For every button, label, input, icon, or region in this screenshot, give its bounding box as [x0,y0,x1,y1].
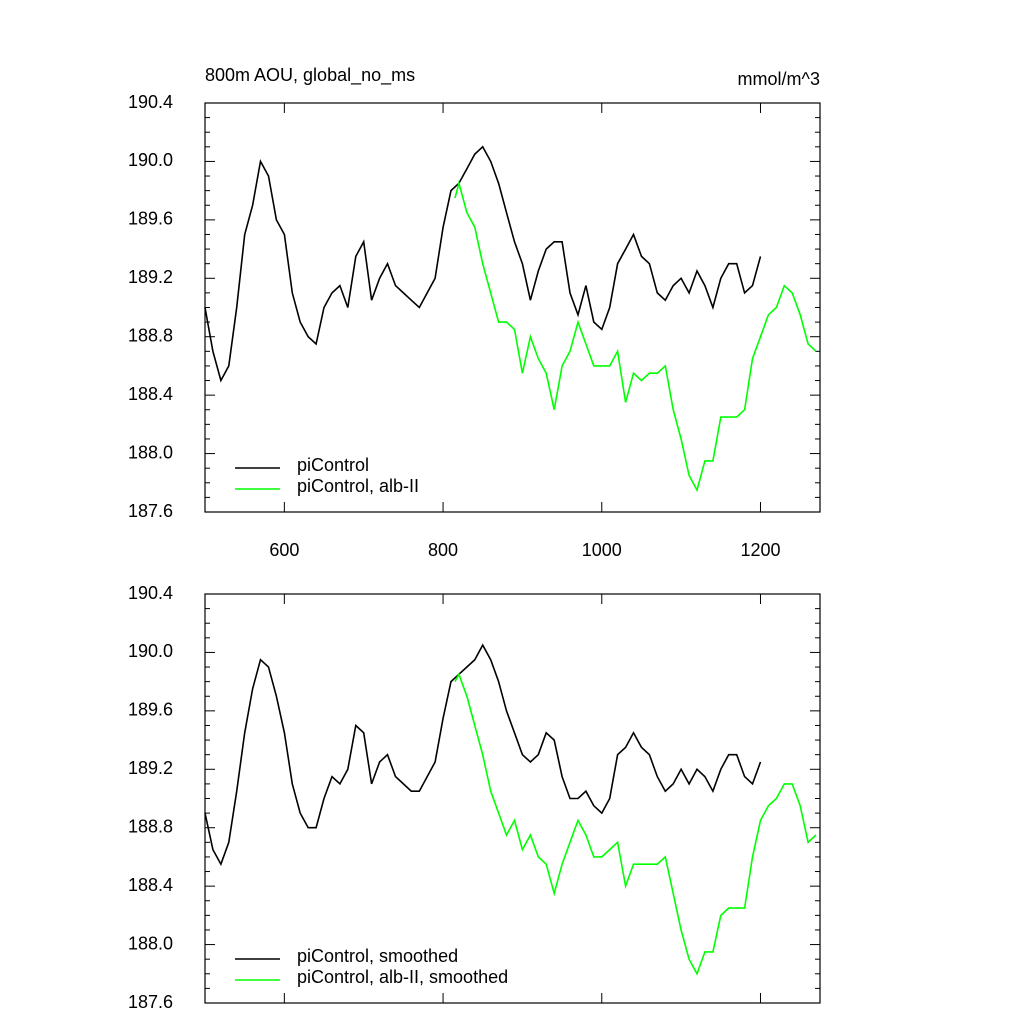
series-line [204,643,762,867]
y-tick-label: 188.4 [128,875,173,895]
chart-title: 800m AOU, global_no_ms [205,65,415,86]
y-tick-label: 189.6 [128,209,173,229]
legend-label: piControl [297,455,369,475]
series-line [204,145,762,383]
x-tick-label: 600 [269,540,299,560]
y-tick-label: 190.4 [128,92,173,112]
series-line [454,672,817,976]
legend-label: piControl, smoothed [297,946,458,966]
units-label: mmol/m^3 [738,69,820,89]
y-tick-label: 188.0 [128,933,173,953]
y-tick-label: 190.0 [128,641,173,661]
y-tick-label: 189.2 [128,267,173,287]
plot-frame [204,593,821,1004]
y-tick-label: 188.4 [128,384,173,404]
x-tick-label: 1200 [740,540,780,560]
x-tick-label: 800 [428,540,458,560]
y-tick-label: 188.8 [128,816,173,836]
y-tick-label: 190.4 [128,583,173,603]
y-tick-label: 187.6 [128,992,173,1012]
x-tick-label: 1000 [582,540,622,560]
y-tick-label: 188.8 [128,325,173,345]
y-tick-label: 189.6 [128,700,173,720]
y-tick-label: 190.0 [128,150,173,170]
series-line [454,180,817,493]
legend-label: piControl, alb-II, smoothed [297,967,508,987]
y-tick-label: 187.6 [128,501,173,521]
plot-frame [204,102,821,513]
y-tick-label: 189.2 [128,758,173,778]
y-tick-label: 188.0 [128,442,173,462]
legend-label: piControl, alb-II [297,476,419,496]
